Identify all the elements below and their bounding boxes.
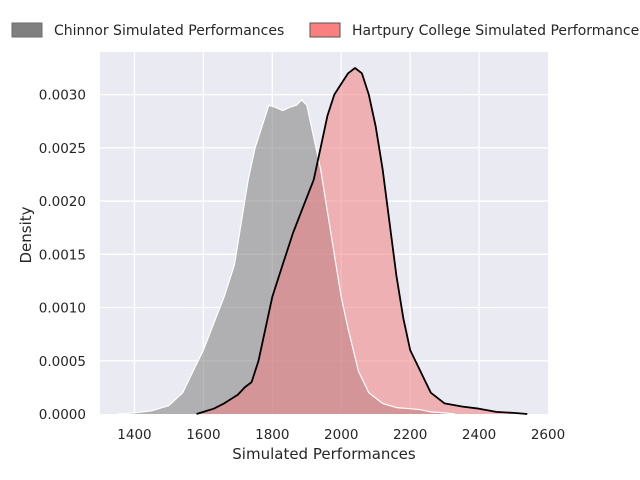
series-layer [117,67,528,415]
legend-swatch-chinnor [11,22,43,38]
y-axis: 0.0000 0.0005 0.0010 0.0015 0.0020 0.0025 0.00… [39,88,86,423]
y-tick-label: 0.0020 [39,194,86,210]
y-tick-label: 0.0030 [39,88,86,104]
y-tick-label: 0.0000 [39,407,86,423]
y-axis-label: Density [17,206,35,263]
legend-label-hartpury: Hartpury College Simulated Performances [352,23,640,39]
x-tick-label: 2400 [462,427,496,443]
legend-swatch-hartpury [309,22,341,38]
x-axis-label: Simulated Performances [232,445,416,463]
x-tick-label: 2200 [393,427,427,443]
legend: Chinnor Simulated Performances Hartpury … [11,22,640,39]
x-tick-label: 2600 [531,427,565,443]
series-line-0 [117,99,456,415]
y-tick-label: 0.0010 [39,301,86,317]
x-tick-label: 1800 [255,427,289,443]
x-axis: 1400 1600 1800 2000 2200 2400 2600 [117,427,565,443]
x-tick-label: 1600 [186,427,220,443]
y-tick-label: 0.0015 [39,247,86,263]
y-tick-label: 0.0005 [39,354,86,370]
series-area-1 [196,68,528,414]
y-tick-label: 0.0025 [39,141,86,157]
x-tick-label: 1400 [117,427,151,443]
series-line-1 [196,67,528,415]
legend-label-chinnor: Chinnor Simulated Performances [54,23,284,39]
x-tick-label: 2000 [324,427,358,443]
